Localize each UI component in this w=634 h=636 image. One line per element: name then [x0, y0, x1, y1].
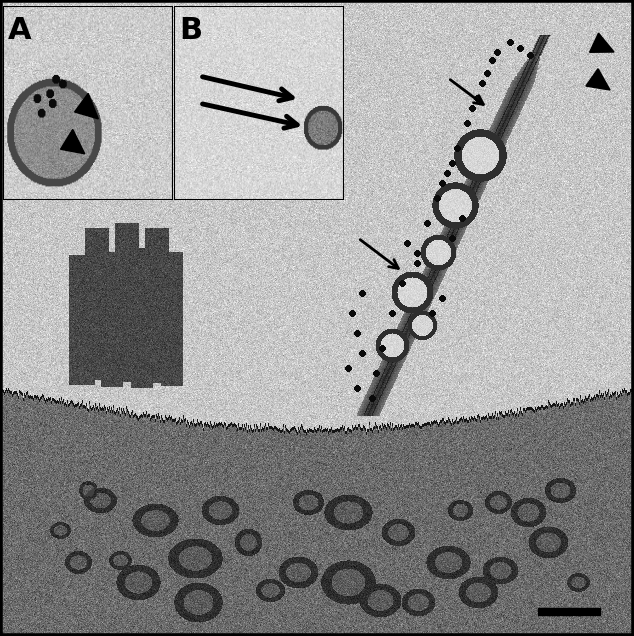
Polygon shape: [586, 69, 610, 90]
Bar: [538, 608, 600, 615]
Polygon shape: [590, 33, 614, 52]
Polygon shape: [61, 129, 85, 154]
Text: A: A: [8, 16, 32, 45]
Text: B: B: [179, 16, 203, 45]
Polygon shape: [75, 93, 98, 119]
